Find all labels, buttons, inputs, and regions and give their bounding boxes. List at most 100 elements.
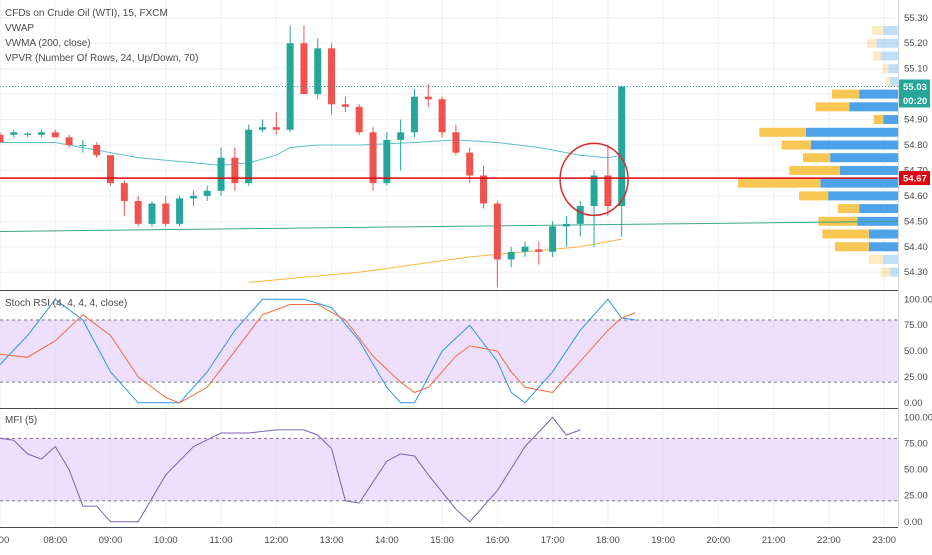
candle-body-38[interactable]	[521, 246, 529, 252]
stoch-series-k[interactable]	[0, 298, 636, 404]
candle-body-1[interactable]	[10, 132, 18, 135]
candle-body-28[interactable]	[383, 139, 391, 184]
time-tick-label: 12:00	[264, 535, 288, 546]
price-tick-label: 55.20	[904, 38, 928, 49]
candle-body-40[interactable]	[549, 226, 557, 252]
price-tag-bg-2	[899, 171, 930, 186]
candle-body-22[interactable]	[300, 43, 308, 95]
annotation-circle[interactable]	[559, 142, 629, 217]
candle-body-6[interactable]	[79, 145, 87, 146]
candle-body-39[interactable]	[535, 249, 543, 252]
candle-body-21[interactable]	[286, 43, 294, 130]
candle-body-33[interactable]	[452, 132, 460, 153]
legend-vwma[interactable]: VWMA (200, close)	[5, 38, 91, 49]
legend-mfi[interactable]: MFI (5)	[5, 415, 38, 426]
price-tick-label: 54.50	[904, 216, 928, 227]
vwma-line[interactable]	[248, 238, 622, 283]
candle-body-3[interactable]	[37, 132, 45, 135]
candle-body-12[interactable]	[162, 203, 170, 224]
candle-body-4[interactable]	[51, 132, 59, 138]
legend-vwap[interactable]: VWAP	[5, 23, 35, 34]
candle-body-18[interactable]	[245, 129, 253, 184]
vp-row-up-3	[888, 64, 898, 74]
candle-body-14[interactable]	[189, 195, 197, 199]
vp-row-up-8	[805, 127, 898, 137]
candle-body-44[interactable]	[604, 175, 612, 207]
candle-body-2[interactable]	[24, 133, 32, 135]
candle-body-32[interactable]	[438, 99, 446, 133]
candle-body-42[interactable]	[576, 206, 584, 224]
candle-body-30[interactable]	[410, 96, 418, 133]
candle-body-17[interactable]	[231, 157, 239, 184]
legend-title[interactable]: CFDs on Crude Oil (WTI), 15, FXCM	[5, 8, 168, 19]
candle-body-35[interactable]	[480, 175, 488, 204]
candle-body-10[interactable]	[134, 200, 142, 224]
vp-row-down-6	[815, 102, 850, 112]
candle-body-34[interactable]	[466, 152, 474, 176]
vp-row-down-3	[882, 64, 889, 74]
stoch-tick-label: 50.00	[904, 346, 928, 357]
price-tag-label: 55.03	[903, 82, 927, 93]
candle-body-25[interactable]	[341, 104, 349, 107]
vp-row-up-4	[890, 76, 898, 86]
legend-vpvr[interactable]: VPVR (Number Of Rows, 24, Up/Down, 70)	[5, 53, 199, 64]
price-tag-bg-1	[899, 93, 930, 108]
mfi-tick-label: 25.00	[904, 491, 928, 502]
candle-body-31[interactable]	[424, 96, 432, 100]
vp-row-down-0	[871, 26, 884, 36]
vp-row-down-9	[781, 140, 811, 150]
candle-body-15[interactable]	[203, 190, 211, 196]
candle-body-9[interactable]	[120, 183, 128, 201]
price-tick-label: 55.30	[904, 13, 928, 24]
candle-body-8[interactable]	[107, 155, 115, 184]
vp-row-up-6	[849, 102, 898, 112]
candle-body-24[interactable]	[328, 48, 336, 105]
candle-body-13[interactable]	[176, 198, 184, 224]
candle-body-43[interactable]	[590, 175, 598, 207]
stoch-rsi-pane[interactable]	[0, 298, 898, 404]
candle-body-19[interactable]	[258, 127, 266, 130]
candle-body-23[interactable]	[314, 48, 322, 95]
candle-body-5[interactable]	[65, 137, 73, 145]
candle-body-16[interactable]	[217, 157, 225, 191]
time-tick-label: 14:00	[375, 535, 399, 546]
stoch-band	[0, 319, 898, 383]
candle-body-26[interactable]	[355, 106, 363, 133]
vp-row-down-15	[818, 216, 858, 226]
time-tick-label: 18:00	[596, 535, 620, 546]
candle-body-20[interactable]	[272, 127, 280, 130]
vp-row-down-17	[834, 242, 869, 252]
mfi-series-mfi[interactable]	[0, 416, 581, 523]
vp-row-down-10	[802, 153, 831, 163]
stoch-series-d[interactable]	[0, 304, 636, 404]
time-tick-label: 22:00	[817, 535, 841, 546]
vp-row-down-8	[759, 127, 806, 137]
candle-body-27[interactable]	[369, 132, 377, 184]
vp-row-up-9	[810, 140, 898, 150]
trend-line[interactable]	[0, 220, 899, 232]
candle-body-0[interactable]	[0, 134, 4, 143]
vp-row-down-14	[837, 204, 860, 214]
vwap-line[interactable]	[0, 139, 622, 166]
vp-row-up-5	[859, 89, 898, 99]
stoch-legend: Stoch RSI (4, 4, 4, 4, close)	[5, 296, 127, 311]
candle-body-41[interactable]	[562, 223, 570, 227]
candle-body-7[interactable]	[93, 145, 101, 156]
time-tick-label: 7:00	[0, 535, 9, 546]
legend-stoch[interactable]: Stoch RSI (4, 4, 4, 4, close)	[5, 298, 128, 309]
price-pane[interactable]	[0, 25, 899, 288]
candle-body-11[interactable]	[148, 203, 156, 224]
price-tag-label: 00:20	[903, 96, 927, 107]
time-tick-label: 16:00	[485, 535, 509, 546]
candle-body-45[interactable]	[618, 86, 626, 207]
candle-body-37[interactable]	[507, 251, 515, 260]
price-tick-label: 54.30	[904, 267, 928, 278]
mfi-pane[interactable]	[0, 416, 898, 523]
candle-body-36[interactable]	[493, 203, 501, 260]
candle-body-29[interactable]	[397, 132, 405, 140]
price-tag-bg-0	[899, 79, 930, 94]
vp-row-up-0	[883, 26, 898, 36]
price-tick-label: 55.10	[904, 64, 928, 75]
